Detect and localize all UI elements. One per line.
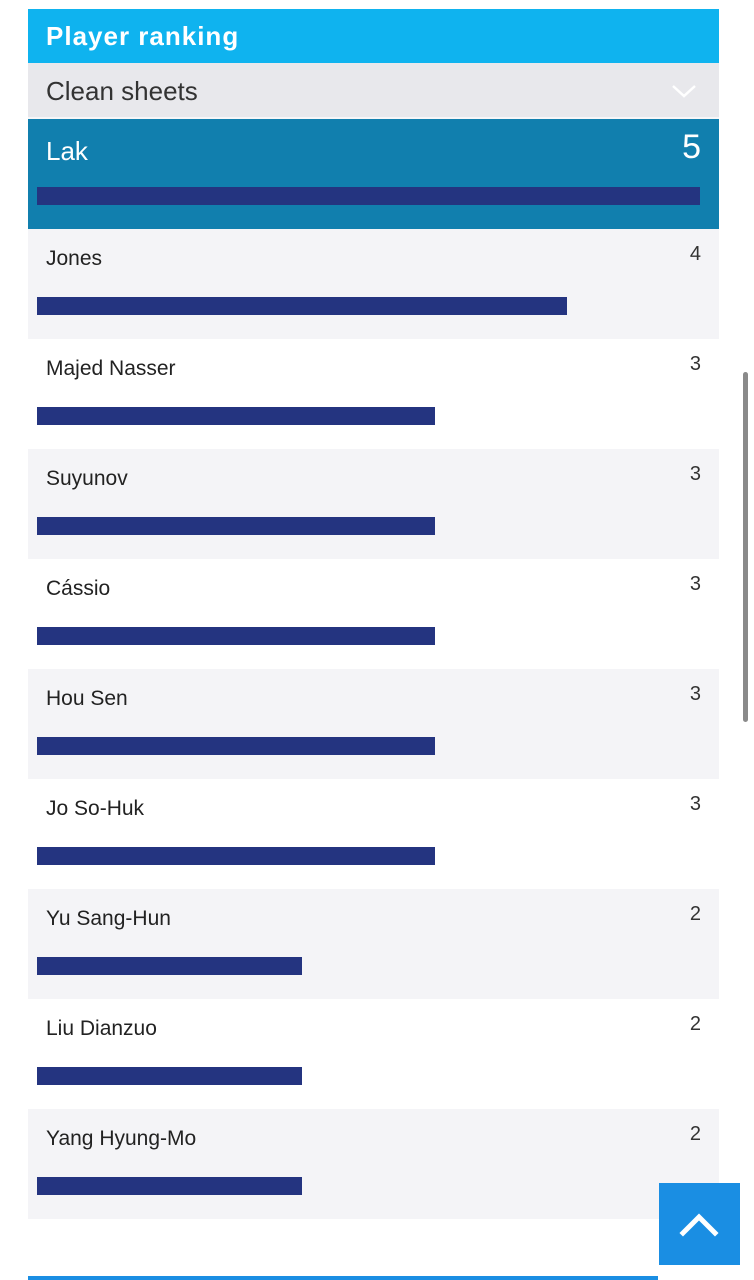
stat-bar — [37, 627, 435, 645]
stat-bar — [37, 297, 568, 315]
stat-bar-track — [37, 517, 700, 535]
stat-bar — [37, 1067, 303, 1085]
player-name: Jo So-Huk — [46, 797, 145, 820]
ranking-row: Hou Sen 3 — [28, 669, 719, 779]
stat-bar-track — [37, 957, 700, 975]
player-stat-value: 5 — [682, 128, 701, 166]
player-stat-value: 2 — [689, 1123, 701, 1145]
stat-bar — [37, 187, 700, 205]
stat-bar — [37, 1177, 303, 1195]
player-stat-value: 3 — [689, 683, 701, 705]
player-name: Liu Dianzuo — [46, 1017, 157, 1040]
scrollbar[interactable] — [743, 372, 748, 722]
back-to-top-button[interactable] — [659, 1183, 740, 1265]
ranking-row: Yang Hyung-Mo 2 — [28, 1109, 719, 1219]
player-name: Majed Nasser — [46, 357, 176, 380]
ranking-row: Liu Dianzuo 2 — [28, 999, 719, 1109]
ranking-row: Suyunov 3 — [28, 449, 719, 559]
stat-bar — [37, 847, 435, 865]
stat-bar — [37, 407, 435, 425]
player-stat-value: 3 — [689, 463, 701, 485]
player-stat-value: 3 — [689, 353, 701, 375]
stat-category-label: Clean sheets — [46, 76, 198, 106]
player-name: Cássio — [46, 577, 111, 600]
stat-bar — [37, 737, 435, 755]
ranking-row: Majed Nasser 3 — [28, 339, 719, 449]
ranking-row: Jones 4 — [28, 229, 719, 339]
player-stat-value: 3 — [689, 573, 701, 595]
ranking-row: Jo So-Huk 3 — [28, 779, 719, 889]
ranking-row: Cássio 3 — [28, 559, 719, 669]
player-name: Jones — [46, 247, 103, 270]
ranking-list: Lak 5 Jones 4 Majed Nasser 3 Suyunov 3 Cássio 3 Ho… — [28, 119, 719, 1219]
chevron-down-icon — [672, 85, 696, 98]
stat-bar-track — [37, 737, 700, 755]
player-stat-value: 4 — [689, 243, 701, 265]
player-name: Yang Hyung-Mo — [46, 1127, 197, 1150]
stat-bar-track — [37, 297, 700, 315]
player-name: Hou Sen — [46, 687, 128, 710]
stat-bar — [37, 957, 303, 975]
stat-category-dropdown[interactable]: Clean sheets — [28, 63, 719, 119]
ranking-row: Lak 5 — [28, 119, 719, 229]
player-name: Yu Sang-Hun — [46, 907, 171, 930]
player-stat-value: 3 — [689, 793, 701, 815]
player-name: Lak — [46, 136, 88, 166]
player-stat-value: 2 — [689, 1013, 701, 1035]
stat-bar-track — [37, 627, 700, 645]
player-ranking-panel: Player ranking Clean sheets Lak 5 Jones 4 Ma… — [28, 9, 719, 1219]
stat-bar-track — [37, 1177, 700, 1195]
stat-bar-track — [37, 1067, 700, 1085]
panel-title: Player ranking — [28, 9, 719, 63]
ranking-row: Yu Sang-Hun 2 — [28, 889, 719, 999]
player-stat-value: 2 — [689, 903, 701, 925]
stat-bar-track — [37, 407, 700, 425]
stat-bar-track — [37, 187, 700, 205]
footer-divider — [28, 1276, 658, 1280]
chevron-up-icon — [679, 1213, 719, 1237]
stat-bar — [37, 517, 435, 535]
player-name: Suyunov — [46, 467, 128, 490]
stat-bar-track — [37, 847, 700, 865]
